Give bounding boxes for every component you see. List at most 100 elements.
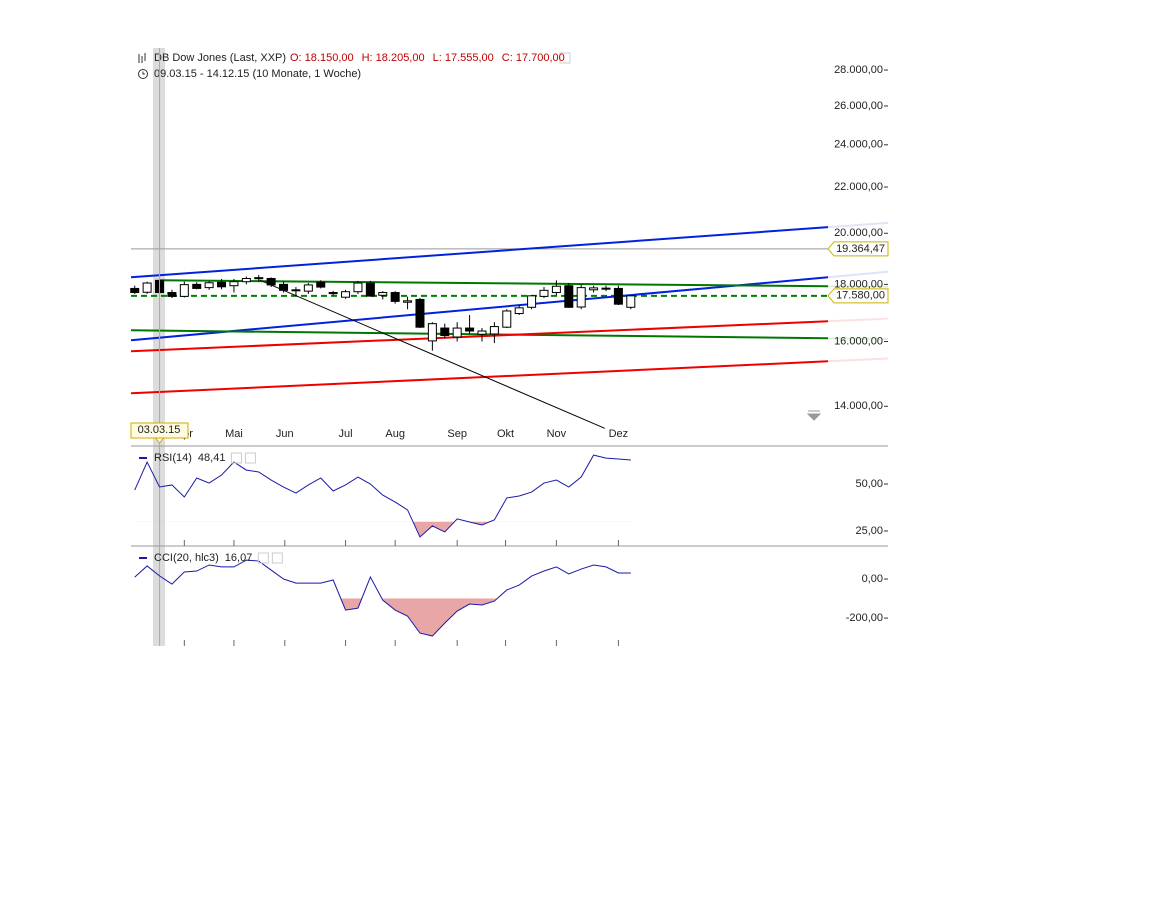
legend-value: 16,07 (225, 552, 253, 564)
candle-body (452, 327, 462, 338)
level-label: 19.364,47 (836, 243, 885, 255)
level-label-box (827, 288, 889, 304)
candle-body (328, 292, 338, 295)
trendline (159, 279, 829, 288)
candle-body (576, 287, 586, 308)
trendline (130, 360, 829, 395)
candle-body (613, 287, 623, 305)
x-tick-label: Dez (609, 428, 629, 440)
y-tick-label: 18.000,00 (834, 278, 883, 290)
threshold-fill (340, 598, 498, 637)
y-tick-label: 16.000,00 (834, 335, 883, 347)
x-tick-label: Mai (225, 428, 243, 440)
candle-body (415, 298, 425, 328)
x-tick-label: Sep (447, 428, 467, 440)
threshold-fill (134, 521, 631, 537)
candle-body (130, 287, 140, 294)
candle-body (626, 295, 636, 308)
legend-icon (257, 552, 269, 564)
indicator-line (134, 454, 631, 538)
candle-body (589, 287, 599, 291)
y-tick-label: 50,00 (855, 478, 883, 490)
candle-body (514, 307, 524, 315)
y-tick-label: 25,00 (855, 525, 883, 537)
clock-hand (142, 71, 145, 75)
y-tick-label: 26.000,00 (834, 100, 883, 112)
x-tick-label: Jul (339, 428, 353, 440)
candle-body (167, 292, 177, 297)
candle-body (527, 295, 537, 308)
y-tick-label: 28.000,00 (834, 64, 883, 76)
trendline (130, 320, 829, 353)
settings-icon[interactable] (559, 52, 571, 64)
candle-body (254, 277, 264, 280)
candle-body (403, 300, 413, 303)
ohlc-readout: O: 18.150,00 (290, 52, 354, 64)
candle-body (353, 282, 363, 293)
cursor-tooltip-pointer (154, 437, 165, 444)
ohlc-readout: L: 17.555,00 (433, 52, 494, 64)
candle-body (502, 310, 512, 328)
level-label: 17.580,00 (836, 290, 885, 302)
trendline-extension (827, 221, 889, 229)
y-tick-label: 20.000,00 (834, 227, 883, 239)
trendline (130, 226, 829, 279)
candle-body (217, 281, 227, 288)
candle-body (316, 281, 326, 288)
y-tick-label: 14.000,00 (834, 400, 883, 412)
candle-body (465, 327, 475, 332)
legend-label: RSI(14) (154, 452, 192, 464)
candle-body (303, 284, 313, 292)
cursor-label: 03.03.15 (138, 424, 181, 436)
candle-body (551, 285, 561, 294)
trendline-extension (827, 270, 889, 279)
y-tick-label: 0,00 (862, 573, 883, 585)
candle-body (241, 277, 251, 283)
candle-body (440, 327, 450, 336)
candle-body (564, 285, 574, 308)
trendline (130, 276, 829, 342)
candle-body (291, 289, 301, 292)
candle-body (192, 283, 202, 289)
y-tick-label: 22.000,00 (834, 181, 883, 193)
legend-value: 48,41 (198, 452, 226, 464)
trendline-extension (827, 337, 889, 340)
candle-body (378, 292, 388, 296)
legend-icon (271, 552, 283, 564)
candle-body (489, 326, 499, 335)
trendline-extension (827, 285, 889, 288)
candle-body (427, 323, 437, 342)
cursor-band (153, 48, 165, 646)
candle-body (142, 282, 152, 293)
candle-body (279, 283, 289, 291)
clock-icon (138, 69, 148, 79)
y-tick-label: -200,00 (846, 612, 883, 624)
level-label-box (827, 241, 889, 257)
x-tick-label: Okt (497, 428, 514, 440)
x-tick-label: Jun (276, 428, 294, 440)
legend-icon (244, 452, 256, 464)
chart-subtitle: 09.03.15 - 14.12.15 (10 Monate, 1 Woche) (154, 68, 361, 80)
candle-body (204, 282, 214, 289)
chart-title: DB Dow Jones (Last, XXP) (154, 52, 286, 64)
candle-body (390, 292, 400, 302)
legend-icon (230, 452, 242, 464)
indicator-line (134, 559, 631, 637)
chart-icon (138, 53, 146, 63)
candle-body (341, 291, 351, 298)
candle-body (365, 282, 375, 297)
trendline-extension (827, 357, 889, 363)
ohlc-readout: C: 17.700,00 (502, 52, 565, 64)
y-tick-label: 24.000,00 (834, 139, 883, 151)
legend-label: CCI(20, hlc3) (154, 552, 219, 564)
x-tick-label: Nov (547, 428, 567, 440)
candle-body (601, 287, 611, 290)
trendline (259, 279, 605, 429)
candle-body (229, 281, 239, 287)
candle-body (266, 277, 276, 286)
x-tick-label: Aug (385, 428, 405, 440)
candle-body (539, 289, 549, 297)
scroll-icon[interactable] (806, 410, 822, 421)
